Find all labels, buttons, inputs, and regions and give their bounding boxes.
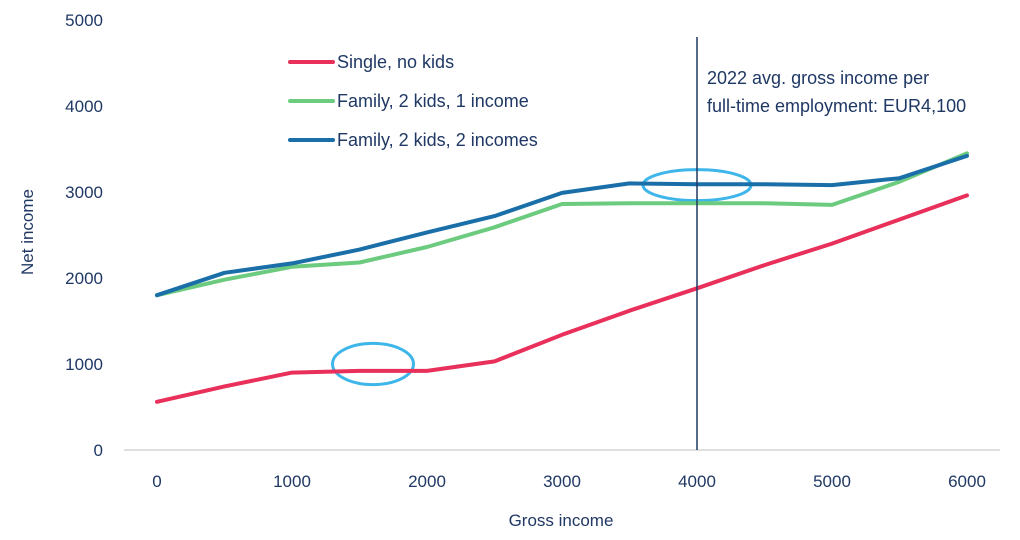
y-tick-labels: 0 1000 2000 3000 4000 5000 [65,11,103,460]
y-tick-label: 0 [94,441,103,460]
legend: Single, no kids Family, 2 kids, 1 income F… [288,52,538,150]
x-tick-label: 3000 [543,472,581,491]
y-axis-title: Net income [18,189,37,275]
legend-label: Single, no kids [337,52,454,72]
y-tick-label: 1000 [65,355,103,374]
reference-line-group: 2022 avg. gross income per full-time empl… [696,37,966,450]
legend-label: Family, 2 kids, 2 incomes [337,130,538,150]
y-tick-label: 4000 [65,97,103,116]
x-tick-label: 4000 [678,472,716,491]
y-tick-label: 5000 [65,11,103,30]
reference-line-label: 2022 avg. gross income per [707,68,929,88]
x-tick-label: 0 [152,472,161,491]
y-tick-label: 2000 [65,269,103,288]
x-tick-label: 5000 [813,472,851,491]
x-axis-title: Gross income [509,511,614,530]
reference-line-label: full-time employment: EUR4,100 [707,96,966,116]
x-tick-labels: 0 1000 2000 3000 4000 5000 6000 [152,472,986,491]
series-line-2 [155,151,969,298]
series-line-3 [155,153,969,298]
y-tick-label: 3000 [65,183,103,202]
x-tick-label: 2000 [408,472,446,491]
legend-label: Family, 2 kids, 1 income [337,91,529,111]
highlight-ellipse [331,341,415,387]
series-lines [155,151,969,404]
x-tick-label: 6000 [948,472,986,491]
series-line-1 [155,193,969,404]
x-tick-label: 1000 [273,472,311,491]
